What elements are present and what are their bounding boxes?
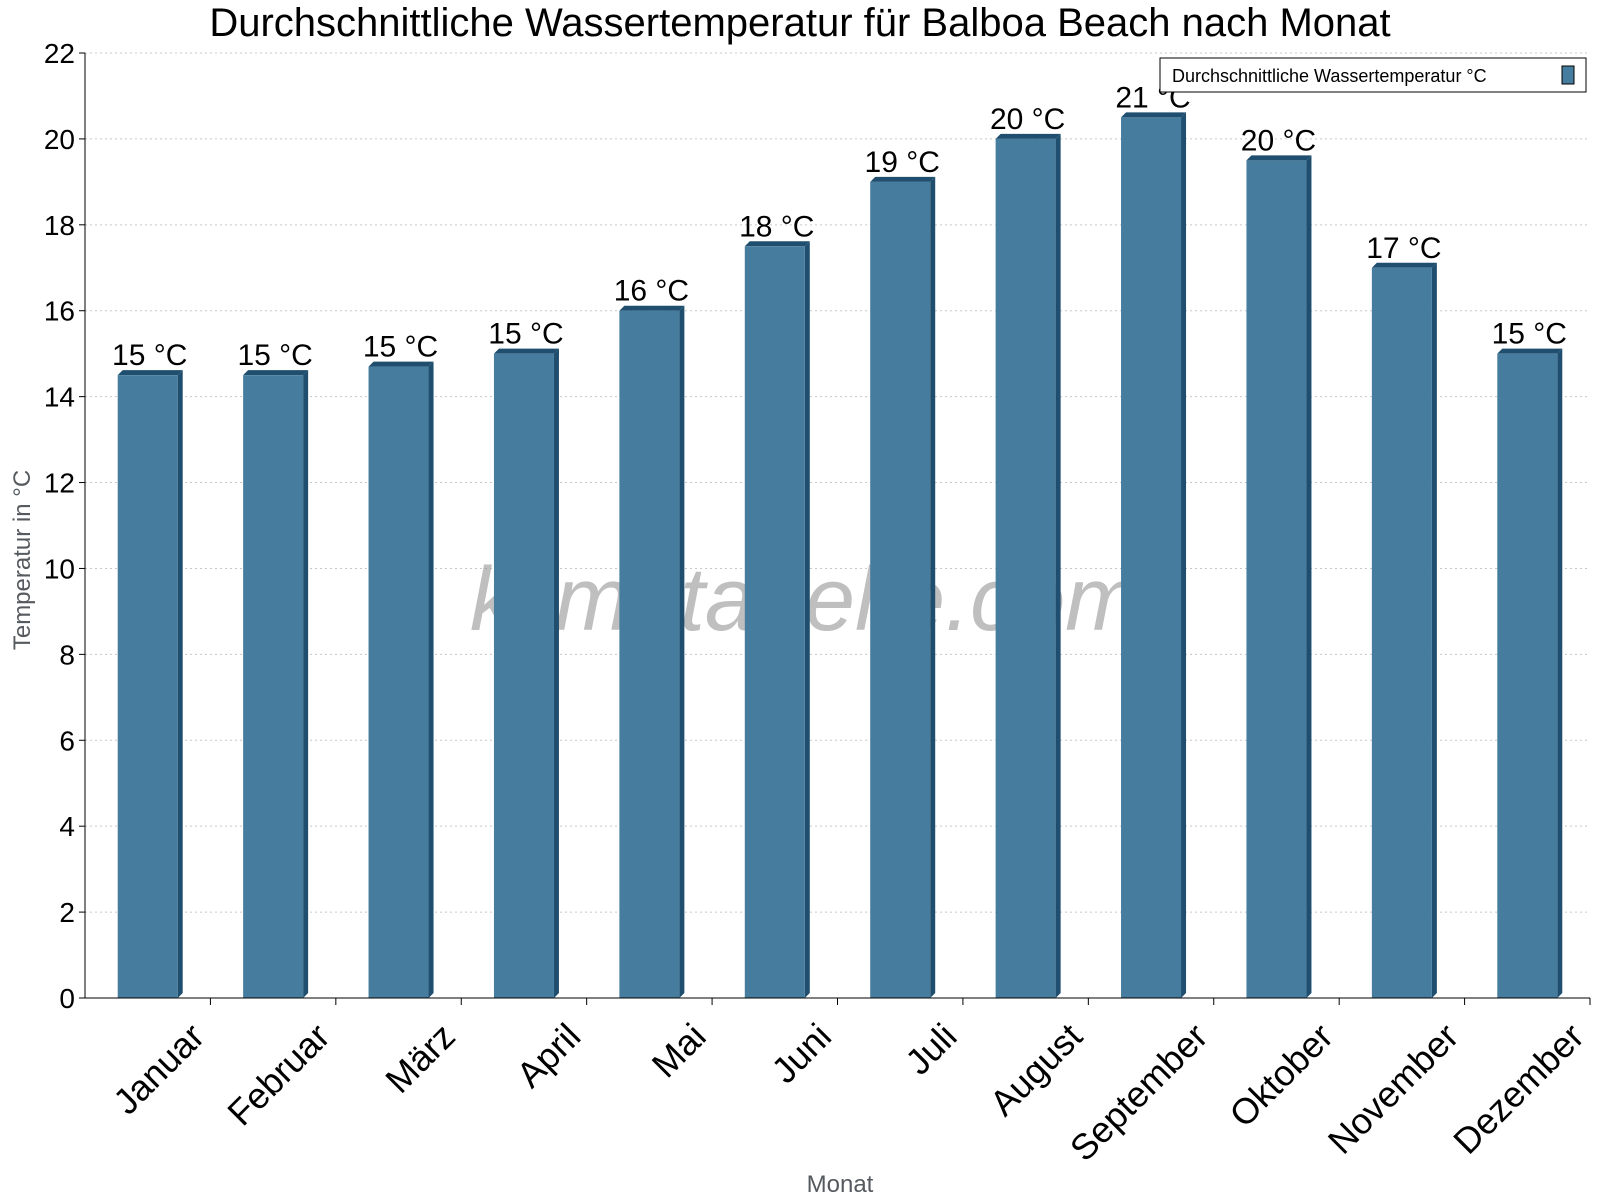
bar <box>493 348 559 998</box>
y-axis-title: Temperatur in °C <box>9 470 36 650</box>
y-tick-label: 14 <box>44 382 75 413</box>
data-label: 18 °C <box>739 210 814 243</box>
bar-top <box>493 348 559 354</box>
x-tick-label: Juni <box>763 1015 839 1091</box>
y-tick-label: 12 <box>44 468 75 499</box>
bar-side <box>1557 348 1563 998</box>
bar-side <box>553 348 559 998</box>
bar-top <box>1497 348 1563 354</box>
bar-side <box>1431 262 1437 999</box>
bar-top <box>1246 155 1312 161</box>
bar-top <box>117 370 183 376</box>
bar-face <box>995 138 1056 999</box>
y-tick-label: 20 <box>44 124 75 155</box>
bar <box>117 370 183 999</box>
y-tick-label: 2 <box>59 897 75 928</box>
data-label: 15 °C <box>1492 318 1567 351</box>
x-tick-label: März <box>377 1015 463 1101</box>
x-tick-label: Januar <box>105 1015 212 1122</box>
bar-top <box>995 133 1061 139</box>
y-tick-label: 4 <box>59 811 75 842</box>
bar-side <box>679 305 685 998</box>
x-tick-label: November <box>1320 1015 1466 1161</box>
bar <box>870 176 936 998</box>
bar-side <box>1055 133 1061 999</box>
data-label: 15 °C <box>363 331 438 364</box>
x-axis-title: Monat <box>807 1171 874 1198</box>
bar-top <box>243 370 309 376</box>
x-tick-label: August <box>982 1015 1090 1123</box>
bar-side <box>177 370 183 999</box>
x-tick-label: Februar <box>219 1015 337 1133</box>
bar-top <box>619 305 685 311</box>
bar <box>744 241 810 998</box>
y-tick-label: 16 <box>44 296 75 327</box>
x-tick-label: September <box>1062 1015 1216 1169</box>
bar-face <box>1497 353 1558 998</box>
chart-title: Durchschnittliche Wassertemperatur für B… <box>209 1 1390 45</box>
x-tick-label: Mai <box>644 1015 714 1085</box>
y-tick-label: 10 <box>44 553 75 584</box>
legend-swatch <box>1561 65 1575 85</box>
y-tick-label: 22 <box>44 38 75 69</box>
y-tick-label: 8 <box>59 639 75 670</box>
bar-face <box>117 375 178 999</box>
data-label: 20 °C <box>1241 124 1316 157</box>
x-tick-label: April <box>508 1015 588 1095</box>
bars <box>117 112 1563 999</box>
legend: Durchschnittliche Wassertemperatur °C <box>1159 57 1587 93</box>
bar-face <box>1246 160 1307 999</box>
x-tick-label: Dezember <box>1445 1015 1591 1161</box>
data-label: 15 °C <box>237 339 312 372</box>
data-labels: 15 °C 15 °C 15 °C 15 °C 16 °C 18 °C 19 °C 20 °C… <box>112 81 1567 372</box>
bar-face <box>619 310 680 998</box>
bar-side <box>1181 112 1187 998</box>
y-tick-label: 6 <box>59 725 75 756</box>
y-ticks: 0 2 4 6 8 10 12 14 16 18 20 22 <box>44 38 85 1014</box>
bar-face <box>1371 267 1432 999</box>
gridlines <box>85 52 1590 913</box>
bar-face <box>870 181 931 998</box>
bar-top <box>1121 112 1187 118</box>
bar-face <box>744 246 805 998</box>
data-label: 20 °C <box>990 103 1065 136</box>
bar-top <box>870 176 936 182</box>
data-label: 15 °C <box>488 318 563 351</box>
bar-side <box>804 241 810 998</box>
bar <box>1371 262 1437 999</box>
y-tick-label: 18 <box>44 210 75 241</box>
bar-side <box>428 361 434 998</box>
bar <box>1121 112 1187 998</box>
bar <box>619 305 685 998</box>
bar-top <box>744 241 810 247</box>
data-label: 16 °C <box>614 275 689 308</box>
data-label: 15 °C <box>112 339 187 372</box>
bar-side <box>930 176 936 998</box>
bar-top <box>1371 262 1437 268</box>
x-tick-label: Oktober <box>1221 1015 1341 1135</box>
bar <box>368 361 434 998</box>
data-label: 19 °C <box>865 146 940 179</box>
x-ticks: Januar Februar März April Mai Juni Juli AugustS… <box>105 998 1592 1169</box>
bar <box>1497 348 1563 998</box>
axes <box>84 53 1590 999</box>
legend-label: Durchschnittliche Wassertemperatur °C <box>1172 66 1487 86</box>
bar <box>995 133 1061 999</box>
bar-face <box>493 353 554 998</box>
bar <box>243 370 309 999</box>
y-tick-label: 0 <box>59 983 75 1014</box>
bar-side <box>1306 155 1312 999</box>
bar-side <box>303 370 309 999</box>
bar-top <box>368 361 434 367</box>
bar <box>1246 155 1312 999</box>
bar-face <box>243 375 304 999</box>
x-tick-label: Juli <box>897 1015 964 1082</box>
bar-face <box>1121 117 1182 998</box>
data-label: 17 °C <box>1366 232 1441 265</box>
legend-box <box>1159 57 1587 93</box>
bar-face <box>368 366 429 998</box>
